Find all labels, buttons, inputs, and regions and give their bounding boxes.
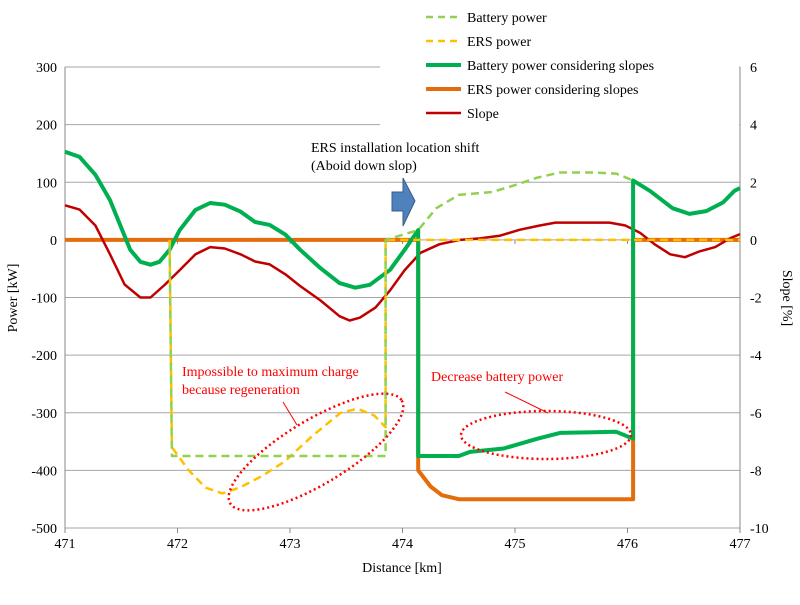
y-tick-label: 200 [36, 119, 57, 134]
tick-labels: 300 200 100 0 -100 -200 -300 -400 -500 6 4 2 0 -2 -4 -6… [31, 61, 768, 552]
y-axis-title: Power [kW] [6, 264, 21, 333]
decrease-highlight-ellipse [459, 409, 633, 461]
y-tick-label: -500 [31, 522, 57, 537]
gridlines [65, 66, 740, 529]
y2-tick-label: 2 [750, 176, 757, 191]
legend: Battery power ERS power Battery power cons… [426, 11, 654, 122]
series-line-battery-power-considering-slopes [64, 149, 741, 458]
x-tick-label: 472 [167, 537, 188, 552]
y-tick-label: -300 [31, 407, 57, 422]
legend-label: Battery power considering slopes [467, 59, 654, 74]
y2-tick-label: -8 [750, 464, 762, 479]
annotation-regen-line2: because regeneration [182, 383, 300, 398]
y2-tick-label: -4 [750, 349, 762, 364]
annotation-shift-line2: (Aboid down slop) [311, 159, 417, 174]
y2-tick-label: -2 [750, 292, 762, 307]
legend-label: ERS power considering slopes [467, 83, 638, 98]
y-tick-label: 300 [36, 61, 57, 76]
annotation-decrease: Decrease battery power [431, 370, 563, 385]
x-tick-label: 473 [280, 537, 301, 552]
y-tick-label: -400 [31, 464, 57, 479]
legend-label: Battery power [467, 11, 547, 26]
y-tick-label: 0 [50, 234, 57, 249]
y-tick-label: -100 [31, 292, 57, 307]
y2-tick-label: 6 [750, 61, 757, 76]
series-lines [64, 149, 741, 502]
y2-tick-label: 0 [750, 234, 757, 249]
annotation-shift-line1: ERS installation location shift [311, 141, 479, 156]
x-tick-label: 475 [505, 537, 526, 552]
series-line-slope [64, 204, 741, 322]
series-line-battery-power [168, 171, 634, 458]
regen-leader-line [282, 401, 298, 426]
series-line-ers-power [168, 238, 740, 495]
x-tick-label: 474 [392, 537, 413, 552]
x-tick-label: 477 [730, 537, 751, 552]
legend-label: ERS power [467, 35, 532, 50]
y2-tick-label: -6 [750, 407, 762, 422]
regen-highlight-ellipse [227, 392, 405, 512]
decrease-leader-line [504, 391, 549, 414]
x-axis-title: Distance [km] [362, 561, 442, 576]
annotation-regen-line1: Impossible to maximum charge [182, 365, 359, 380]
y2-tick-label: -10 [750, 522, 769, 537]
axes [64, 67, 741, 528]
y-tick-label: -200 [31, 349, 57, 364]
shift-arrow-icon [391, 177, 416, 227]
x-tick-label: 471 [55, 537, 76, 552]
series-line-ers-power-considering-slopes [65, 237, 740, 502]
x-tick-label: 476 [617, 537, 638, 552]
legend-label: Slope [467, 107, 499, 122]
y2-axis-title: Slope [%] [779, 270, 794, 326]
y-tick-label: 100 [36, 176, 57, 191]
y2-tick-label: 4 [750, 119, 757, 134]
